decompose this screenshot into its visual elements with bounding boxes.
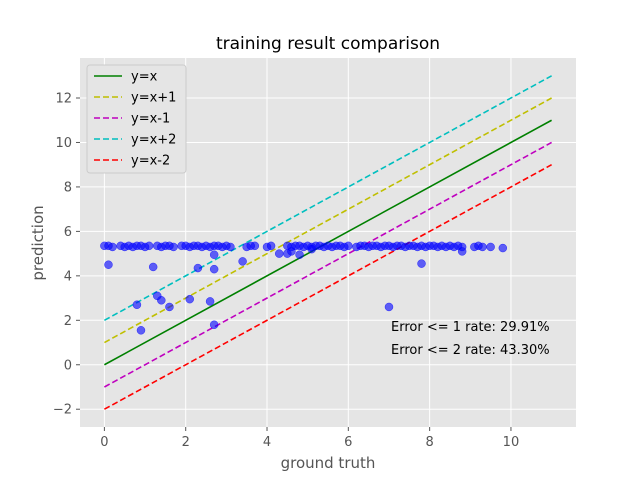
y-tick-label: 10 xyxy=(55,136,72,151)
scatter-point xyxy=(209,250,219,259)
reference-lines xyxy=(104,75,552,410)
scatter-point xyxy=(238,257,247,266)
annotation-error-2: Error <= 2 rate: 43.30% xyxy=(391,343,550,358)
y-axis-ticks: −2 0 2 4 6 8 10 12 xyxy=(53,92,80,418)
scatter-point xyxy=(144,241,154,251)
line-y=x-2 xyxy=(104,163,552,410)
x-axis-label: ground truth xyxy=(281,454,376,472)
scatter-point xyxy=(384,302,394,312)
y-tick-label: 8 xyxy=(64,180,72,195)
line-y=x-1 xyxy=(104,141,552,388)
x-tick-label: 2 xyxy=(182,435,190,450)
y-tick-label: 0 xyxy=(64,358,72,373)
scatter-point xyxy=(344,241,353,251)
x-tick-label: 8 xyxy=(425,435,433,450)
x-tick-label: 10 xyxy=(503,435,520,450)
legend-label: y=x xyxy=(131,70,158,85)
legend-label: y=x-2 xyxy=(131,154,170,169)
legend: y=x y=x+1 y=x-1 y=x+2 y=x-2 xyxy=(86,64,187,174)
y-tick-label: 6 xyxy=(64,225,72,240)
scatter-point xyxy=(165,302,174,312)
scatter-point xyxy=(498,243,508,253)
x-tick-label: 0 xyxy=(100,435,108,450)
scatter-point xyxy=(185,294,195,304)
x-axis-ticks: 0 2 4 6 8 10 xyxy=(100,427,519,450)
scatter-point xyxy=(108,242,117,252)
legend-label: y=x-1 xyxy=(131,112,170,127)
scatter-point xyxy=(169,242,178,252)
scatter-point xyxy=(193,263,203,273)
scatter-point xyxy=(136,326,146,335)
scatter-point xyxy=(457,247,467,256)
line-y=x+2 xyxy=(104,75,552,322)
line-y=x+1 xyxy=(104,97,552,344)
scatter-point xyxy=(287,247,296,256)
scatter-point xyxy=(486,242,495,252)
scatter-point xyxy=(157,296,166,305)
scatter-point xyxy=(209,264,219,274)
annotation-error-1: Error <= 1 rate: 29.91% xyxy=(391,320,550,335)
scatter-point xyxy=(307,244,316,254)
x-tick-label: 6 xyxy=(344,435,352,450)
y-tick-label: 4 xyxy=(64,269,72,284)
scatter-point xyxy=(295,250,304,259)
scatter-point xyxy=(478,242,487,252)
y-tick-label: 2 xyxy=(64,314,72,329)
scatter-point xyxy=(417,259,426,268)
scatter-point xyxy=(274,249,284,258)
y-tick-label: 12 xyxy=(55,92,72,107)
scatter-point xyxy=(104,260,113,269)
legend-box xyxy=(86,64,187,174)
y-tick-label: −2 xyxy=(53,403,72,418)
scatter-point xyxy=(266,241,276,251)
scatter-point xyxy=(205,297,215,306)
y-axis-label: prediction xyxy=(29,205,47,280)
scatter-point xyxy=(226,242,235,252)
scatter-point xyxy=(209,320,219,329)
chart-title: training result comparison xyxy=(216,34,440,54)
scatter-point xyxy=(250,241,260,251)
legend-label: y=x+1 xyxy=(131,91,176,106)
scatter-point xyxy=(148,262,158,272)
legend-label: y=x+2 xyxy=(131,133,176,148)
scatter-points xyxy=(100,241,508,335)
scatter-point xyxy=(132,300,142,309)
x-tick-label: 4 xyxy=(263,435,271,450)
